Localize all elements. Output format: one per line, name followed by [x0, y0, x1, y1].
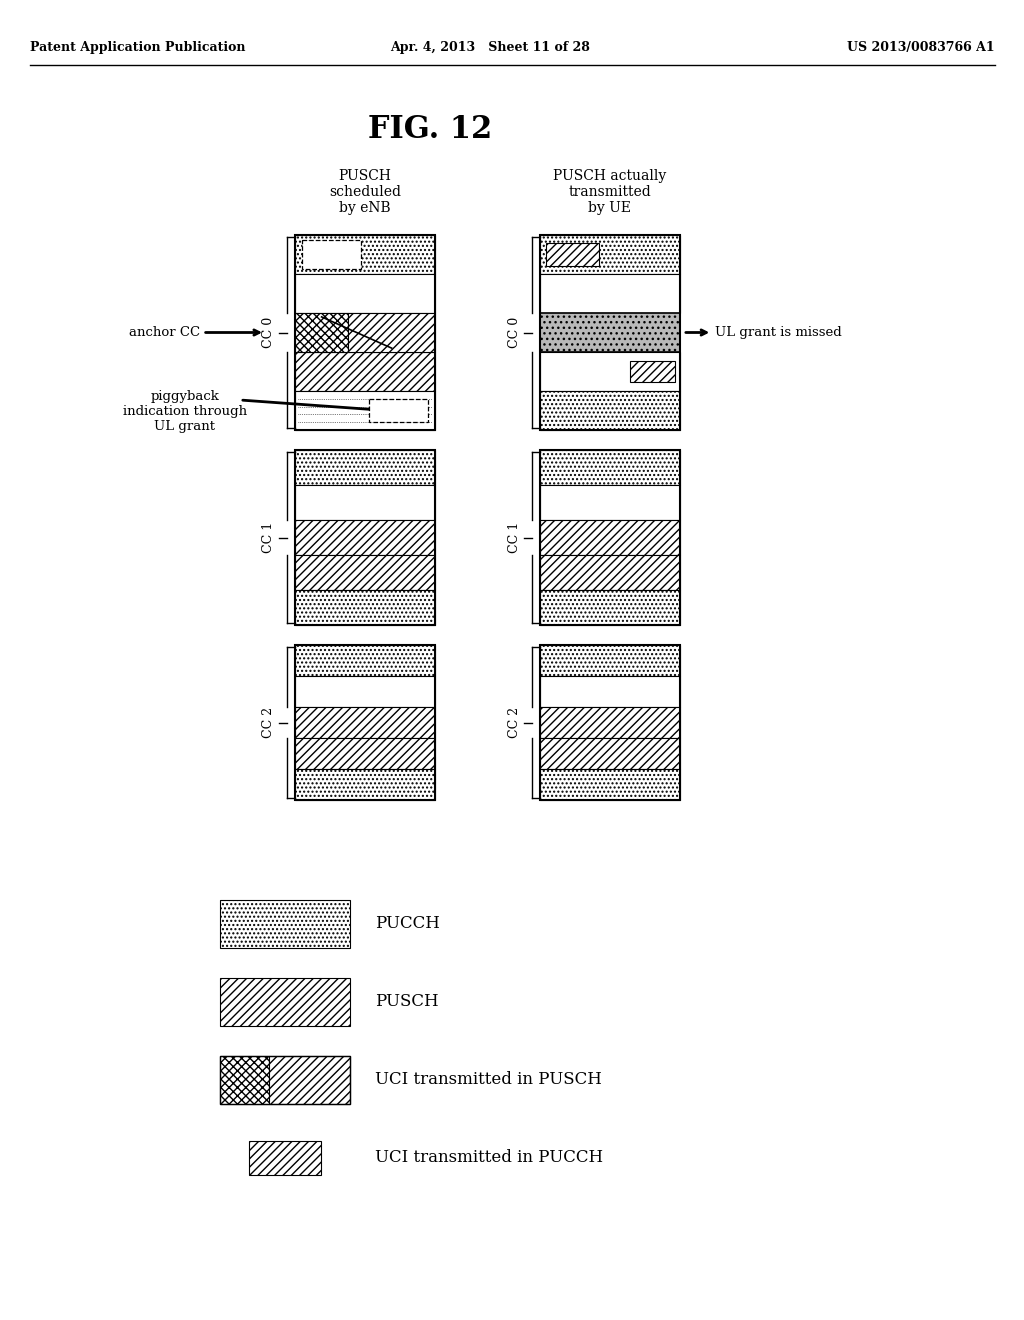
- Text: CC 1: CC 1: [262, 521, 275, 553]
- Bar: [295, 235, 435, 275]
- Bar: [295, 645, 435, 800]
- Bar: [295, 313, 348, 352]
- Bar: [295, 391, 435, 430]
- Text: CC 2: CC 2: [508, 708, 520, 738]
- Bar: [546, 243, 599, 267]
- Bar: [295, 738, 435, 770]
- Bar: [269, 1056, 350, 1104]
- Bar: [540, 352, 680, 391]
- Text: UCI transmitted in PUSCH: UCI transmitted in PUSCH: [375, 1072, 602, 1089]
- Bar: [540, 676, 680, 708]
- Bar: [540, 738, 680, 770]
- Bar: [348, 313, 435, 352]
- Bar: [295, 450, 435, 624]
- Bar: [249, 1140, 321, 1175]
- Bar: [540, 235, 680, 430]
- Bar: [540, 520, 680, 554]
- Bar: [540, 770, 680, 800]
- Bar: [295, 676, 435, 708]
- Bar: [295, 275, 435, 313]
- Bar: [540, 645, 680, 676]
- Bar: [220, 1056, 350, 1104]
- Text: Patent Application Publication: Patent Application Publication: [30, 41, 246, 54]
- Bar: [540, 590, 680, 624]
- Text: UCI transmitted in PUCCH: UCI transmitted in PUCCH: [375, 1150, 603, 1167]
- Bar: [295, 708, 435, 738]
- Text: Apr. 4, 2013   Sheet 11 of 28: Apr. 4, 2013 Sheet 11 of 28: [390, 41, 590, 54]
- Text: FIG. 12: FIG. 12: [368, 115, 493, 145]
- Text: UL grant is missed: UL grant is missed: [686, 326, 842, 339]
- Bar: [540, 450, 680, 624]
- Text: US 2013/0083766 A1: US 2013/0083766 A1: [848, 41, 995, 54]
- Text: PUSCH
scheduled
by eNB: PUSCH scheduled by eNB: [329, 169, 401, 215]
- Bar: [295, 235, 435, 430]
- Text: anchor CC: anchor CC: [129, 326, 259, 339]
- Text: piggyback
indication through
UL grant: piggyback indication through UL grant: [123, 389, 247, 433]
- Bar: [295, 590, 435, 624]
- Bar: [302, 240, 360, 268]
- Bar: [295, 645, 435, 676]
- Bar: [540, 235, 680, 275]
- Text: PUSCH: PUSCH: [375, 994, 438, 1011]
- Bar: [295, 770, 435, 800]
- Bar: [220, 1056, 269, 1104]
- Bar: [295, 554, 435, 590]
- Bar: [540, 708, 680, 738]
- Bar: [540, 391, 680, 430]
- Text: CC 0: CC 0: [508, 317, 520, 348]
- Bar: [220, 900, 350, 948]
- Text: PUCCH: PUCCH: [375, 916, 440, 932]
- Bar: [370, 399, 428, 422]
- Bar: [540, 484, 680, 520]
- Bar: [630, 360, 675, 383]
- Text: PUSCH actually
transmitted
by UE: PUSCH actually transmitted by UE: [553, 169, 667, 215]
- Bar: [295, 520, 435, 554]
- Bar: [540, 645, 680, 800]
- Text: CC 0: CC 0: [262, 317, 275, 348]
- Text: CC 1: CC 1: [508, 521, 520, 553]
- Bar: [540, 450, 680, 484]
- Bar: [540, 313, 680, 352]
- Bar: [295, 352, 435, 391]
- Bar: [295, 484, 435, 520]
- Bar: [540, 554, 680, 590]
- Bar: [540, 275, 680, 313]
- Bar: [295, 450, 435, 484]
- Text: CC 2: CC 2: [262, 708, 275, 738]
- Bar: [220, 978, 350, 1026]
